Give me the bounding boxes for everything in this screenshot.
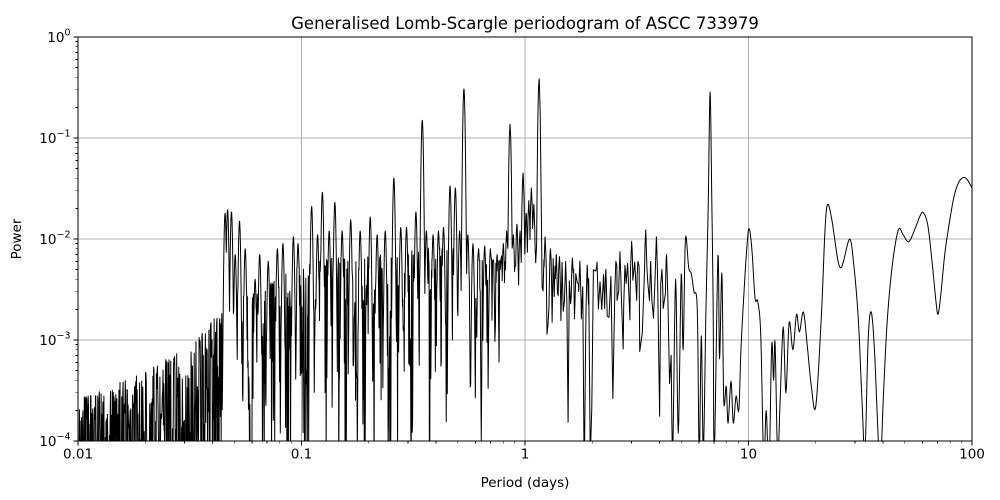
x-tick-label: 0.1 [291,447,312,463]
chart-title: Generalised Lomb-Scargle periodogram of … [291,14,759,33]
y-tick-label: 10−4 [39,432,70,450]
series-line [78,78,972,441]
y-tick-labels: 100 10−1 10−2 10−3 10−4 [39,28,70,450]
tick-marks [73,36,973,446]
y-tick-label: 10−2 [39,230,70,248]
y-tick-label: 10−1 [39,129,70,147]
y-axis-label: Power [9,218,25,259]
minor-tick-marks [75,41,963,444]
x-tick-label: 10 [740,447,757,463]
x-tick-label: 0.01 [63,447,93,463]
x-tick-label: 100 [959,447,985,463]
x-axis-label: Period (days) [481,475,570,491]
y-tick-label: 10−3 [39,331,70,349]
series-group [78,78,972,441]
y-tick-label: 100 [47,28,70,46]
x-tick-labels: 0.01 0.1 1 10 100 [63,447,985,463]
x-tick-label: 1 [521,447,530,463]
